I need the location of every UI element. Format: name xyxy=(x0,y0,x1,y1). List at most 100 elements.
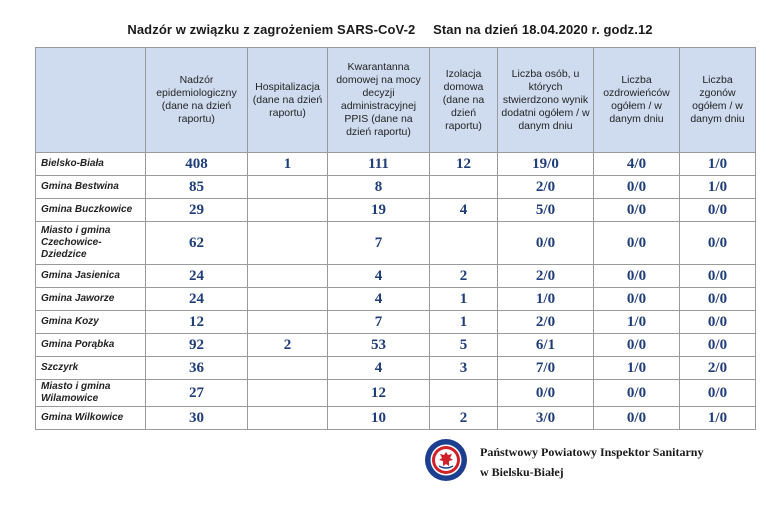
cell-recovered: 0/0 xyxy=(593,287,680,311)
cell-deaths: 0/0 xyxy=(679,379,756,407)
cell-surveillance: 92 xyxy=(145,333,248,357)
cell-deaths: 0/0 xyxy=(679,287,756,311)
cell-deaths: 0/0 xyxy=(679,333,756,357)
cell-surveillance: 27 xyxy=(145,379,248,407)
table-row: Gmina Wilkowice 30 10 2 3/0 0/0 1/0 xyxy=(35,406,756,430)
cell-hospitalization: 1 xyxy=(247,152,328,176)
cell-isolation: 2 xyxy=(429,406,498,430)
row-municipality-name: Gmina Jasienica xyxy=(35,264,146,288)
table-row: Gmina Buczkowice 29 19 4 5/0 0/0 0/0 xyxy=(35,198,756,222)
cell-hospitalization xyxy=(247,287,328,311)
table-row: Gmina Kozy 12 7 1 2/0 1/0 0/0 xyxy=(35,310,756,334)
table-row: Gmina Porąbka 92 2 53 5 6/1 0/0 0/0 xyxy=(35,333,756,357)
title-date: Stan na dzień 18.04.2020 r. godz.12 xyxy=(433,22,653,37)
surveillance-table: Nadzór epidemiologiczny (dane na dzień r… xyxy=(35,47,756,430)
cell-positive: 0/0 xyxy=(497,221,594,265)
cell-hospitalization xyxy=(247,198,328,222)
cell-recovered: 0/0 xyxy=(593,406,680,430)
header-cell-deaths: Liczba zgonów ogółem / w danym dniu xyxy=(679,47,756,153)
table-row: Gmina Bestwina 85 8 2/0 0/0 1/0 xyxy=(35,175,756,199)
row-municipality-name: Gmina Buczkowice xyxy=(35,198,146,222)
cell-positive: 1/0 xyxy=(497,287,594,311)
row-municipality-name: Szczyrk xyxy=(35,356,146,380)
cell-isolation: 2 xyxy=(429,264,498,288)
table-row: Gmina Jasienica 24 4 2 2/0 0/0 0/0 xyxy=(35,264,756,288)
row-municipality-name: Miasto i gmina Czechowice-Dziedzice xyxy=(35,221,146,265)
cell-isolation: 12 xyxy=(429,152,498,176)
cell-quarantine: 19 xyxy=(327,198,430,222)
cell-positive: 5/0 xyxy=(497,198,594,222)
table-row: Miasto i gmina Wilamowice 27 12 0/0 0/0 0/0 xyxy=(35,379,756,407)
cell-hospitalization xyxy=(247,221,328,265)
cell-positive: 2/0 xyxy=(497,264,594,288)
cell-recovered: 0/0 xyxy=(593,379,680,407)
table-body: Bielsko-Biała 408 1 111 12 19/0 4/0 1/0 Gmina Be… xyxy=(35,152,756,430)
footer-institution: Państwowy Powiatowy Inspektor Sanitarny xyxy=(480,445,704,459)
cell-deaths: 0/0 xyxy=(679,310,756,334)
table-row: Bielsko-Biała 408 1 111 12 19/0 4/0 1/0 xyxy=(35,152,756,176)
cell-surveillance: 29 xyxy=(145,198,248,222)
cell-quarantine: 53 xyxy=(327,333,430,357)
cell-positive: 2/0 xyxy=(497,175,594,199)
cell-positive: 7/0 xyxy=(497,356,594,380)
footer-signature: Państwowy Powiatowy Inspektor Sanitarny … xyxy=(424,436,764,486)
cell-positive: 0/0 xyxy=(497,379,594,407)
cell-isolation xyxy=(429,175,498,199)
cell-deaths: 1/0 xyxy=(679,152,756,176)
header-cell-quarantine: Kwarantanna domowej na mocy decyzji admi… xyxy=(327,47,430,153)
cell-recovered: 0/0 xyxy=(593,198,680,222)
cell-recovered: 1/0 xyxy=(593,310,680,334)
cell-isolation: 3 xyxy=(429,356,498,380)
table-row: Gmina Jaworze 24 4 1 1/0 0/0 0/0 xyxy=(35,287,756,311)
cell-isolation: 5 xyxy=(429,333,498,357)
cell-hospitalization xyxy=(247,356,328,380)
cell-quarantine: 7 xyxy=(327,221,430,265)
cell-positive: 6/1 xyxy=(497,333,594,357)
cell-positive: 19/0 xyxy=(497,152,594,176)
cell-hospitalization xyxy=(247,264,328,288)
cell-surveillance: 30 xyxy=(145,406,248,430)
cell-surveillance: 62 xyxy=(145,221,248,265)
cell-deaths: 0/0 xyxy=(679,221,756,265)
cell-quarantine: 111 xyxy=(327,152,430,176)
cell-positive: 2/0 xyxy=(497,310,594,334)
footer-city: w Bielsku-Białej xyxy=(480,465,564,479)
header-cell-surveillance: Nadzór epidemiologiczny (dane na dzień r… xyxy=(145,47,248,153)
cell-deaths: 1/0 xyxy=(679,406,756,430)
row-municipality-name: Gmina Bestwina xyxy=(35,175,146,199)
header-cell-isolation: Izolacja domowa (dane na dzień raportu) xyxy=(429,47,498,153)
cell-recovered: 1/0 xyxy=(593,356,680,380)
table-row: Szczyrk 36 4 3 7/0 1/0 2/0 xyxy=(35,356,756,380)
cell-quarantine: 12 xyxy=(327,379,430,407)
cell-isolation: 1 xyxy=(429,287,498,311)
header-cell-municipality xyxy=(35,47,146,153)
title-subject: Nadzór w związku z zagrożeniem SARS-CoV-… xyxy=(127,22,416,37)
cell-quarantine: 4 xyxy=(327,356,430,380)
row-municipality-name: Gmina Kozy xyxy=(35,310,146,334)
row-municipality-name: Gmina Porąbka xyxy=(35,333,146,357)
cell-surveillance: 24 xyxy=(145,264,248,288)
cell-surveillance: 12 xyxy=(145,310,248,334)
cell-hospitalization: 2 xyxy=(247,333,328,357)
cell-hospitalization xyxy=(247,406,328,430)
header-row: Nadzór epidemiologiczny (dane na dzień r… xyxy=(35,47,756,153)
cell-hospitalization xyxy=(247,310,328,334)
cell-recovered: 0/0 xyxy=(593,221,680,265)
cell-deaths: 1/0 xyxy=(679,175,756,199)
cell-isolation: 1 xyxy=(429,310,498,334)
cell-quarantine: 4 xyxy=(327,264,430,288)
cell-isolation: 4 xyxy=(429,198,498,222)
cell-surveillance: 36 xyxy=(145,356,248,380)
cell-positive: 3/0 xyxy=(497,406,594,430)
cell-surveillance: 408 xyxy=(145,152,248,176)
cell-hospitalization xyxy=(247,175,328,199)
cell-isolation xyxy=(429,379,498,407)
cell-isolation xyxy=(429,221,498,265)
cell-quarantine: 7 xyxy=(327,310,430,334)
cell-hospitalization xyxy=(247,379,328,407)
cell-quarantine: 8 xyxy=(327,175,430,199)
cell-recovered: 0/0 xyxy=(593,264,680,288)
header-cell-positive: Liczba osób, u których stwierdzono wynik… xyxy=(497,47,594,153)
cell-recovered: 0/0 xyxy=(593,333,680,357)
row-municipality-name: Gmina Jaworze xyxy=(35,287,146,311)
